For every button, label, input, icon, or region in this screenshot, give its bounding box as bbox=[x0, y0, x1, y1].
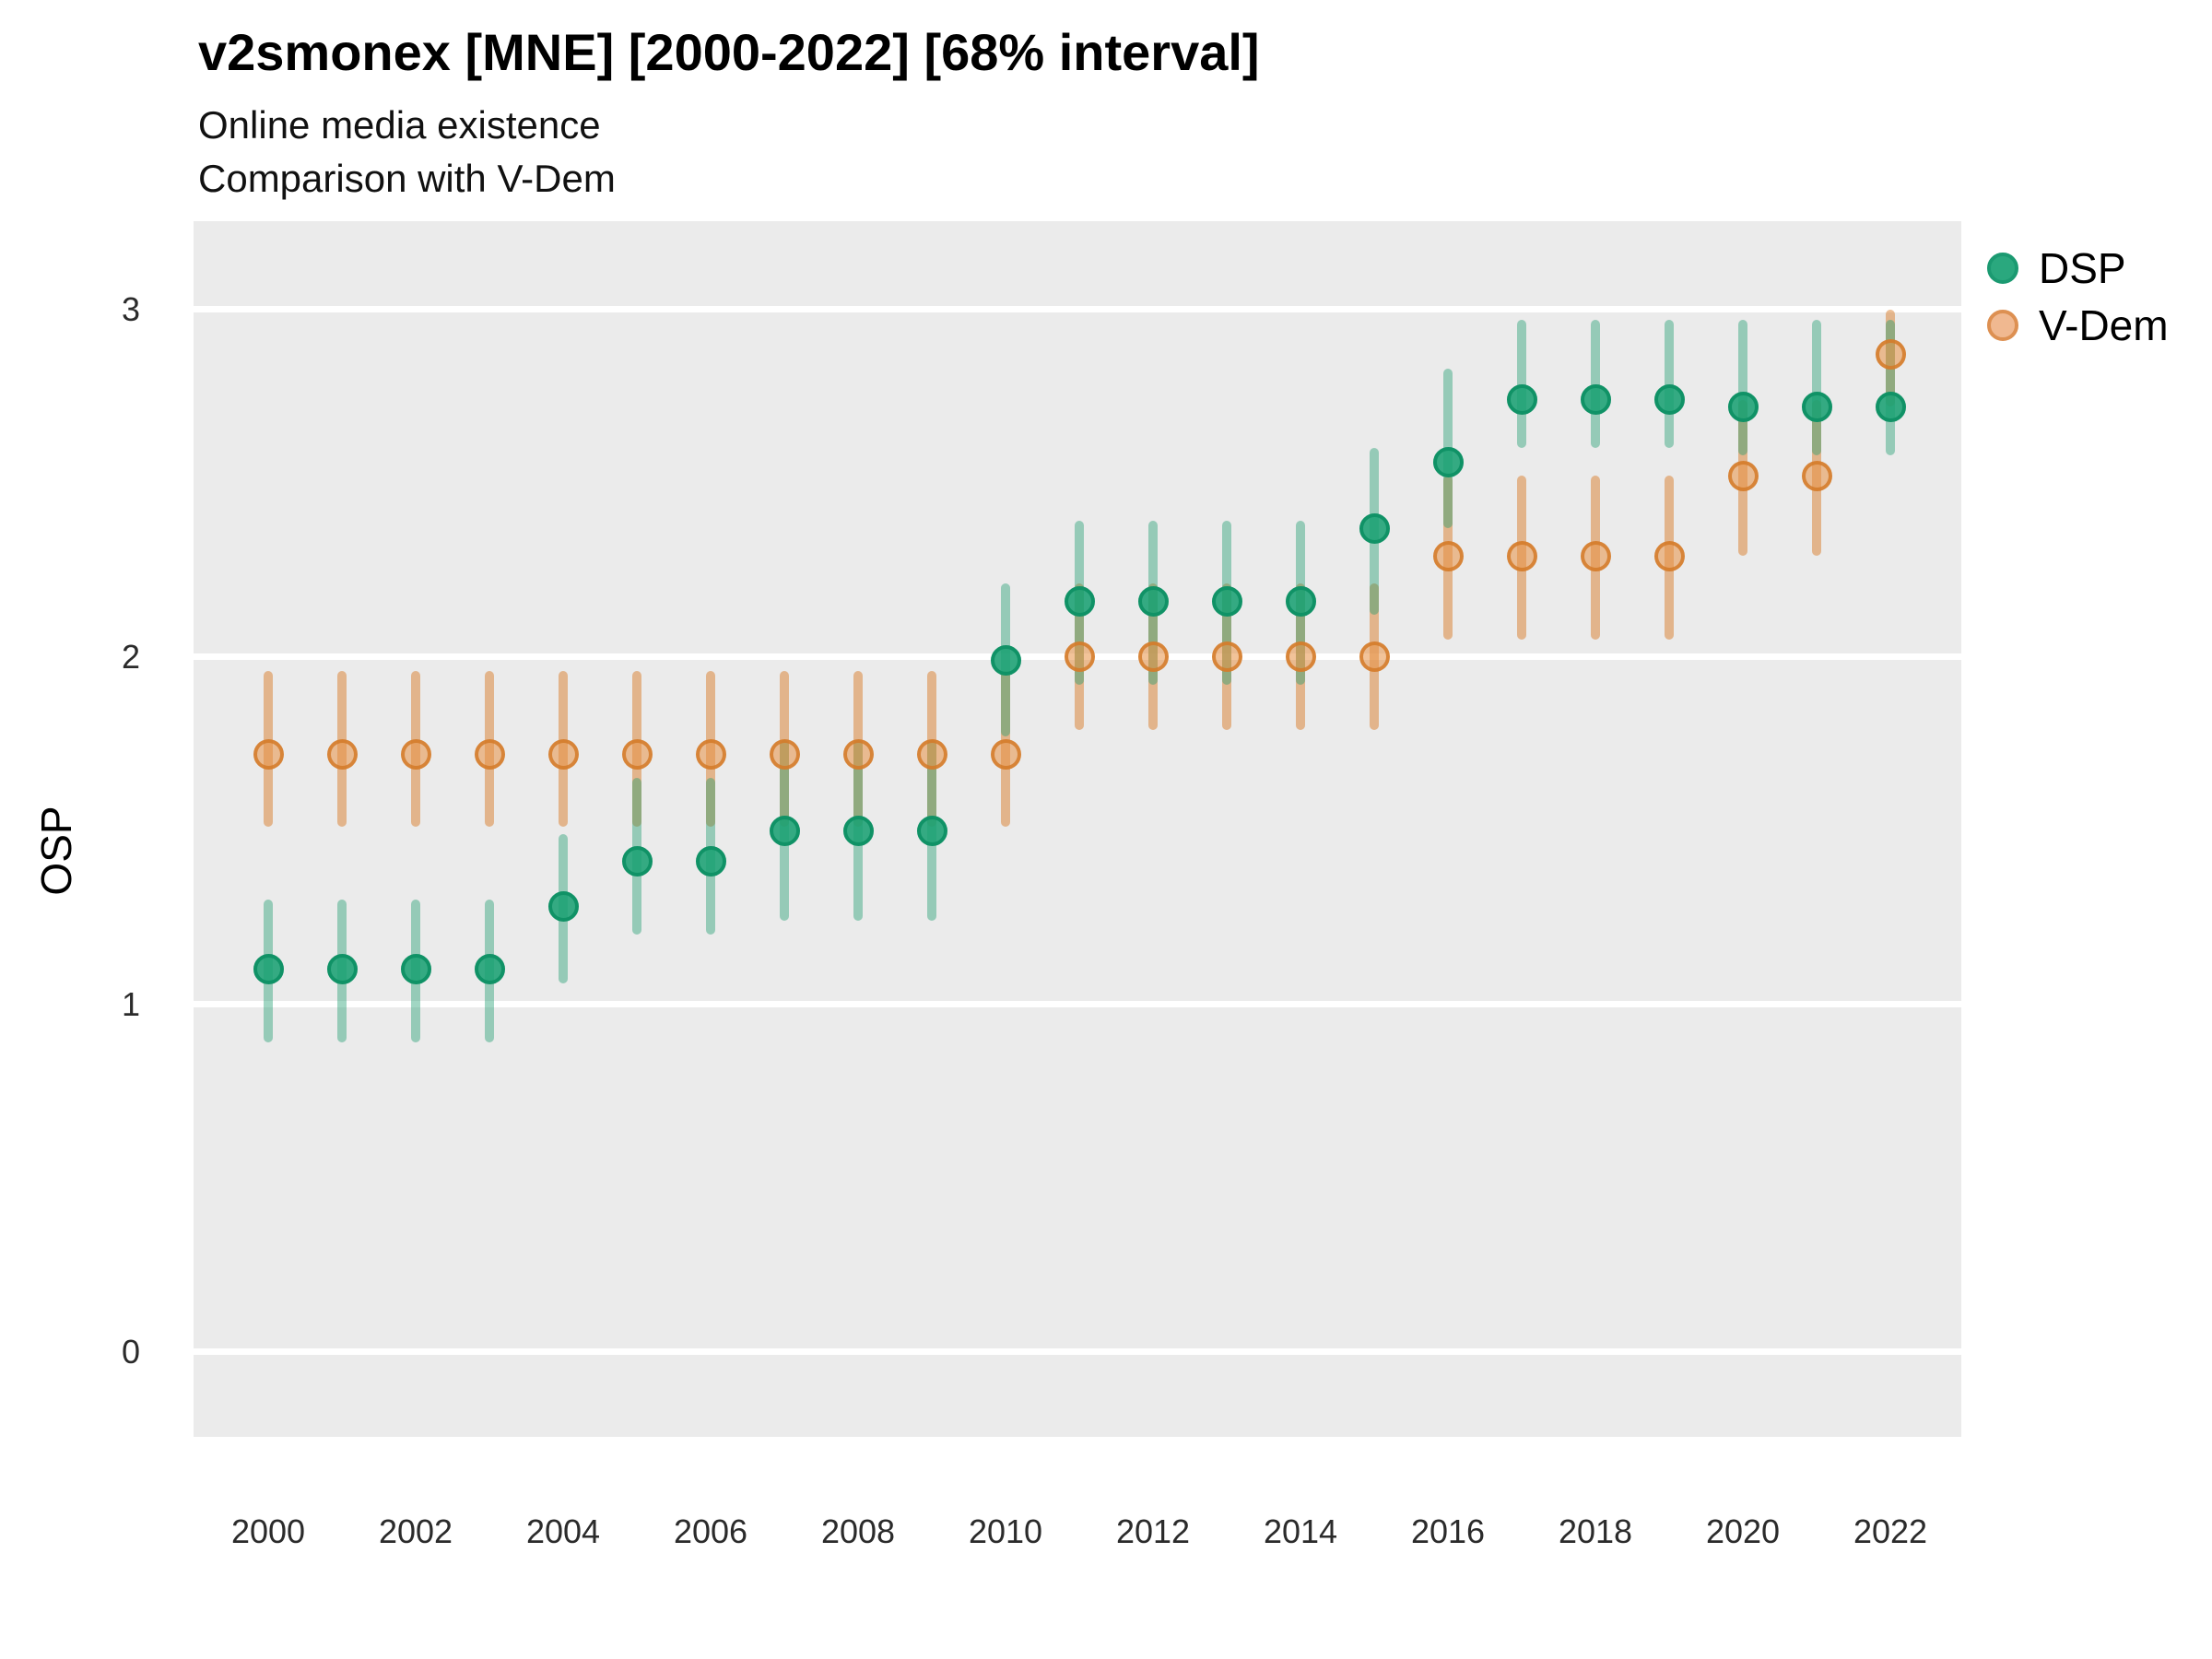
vdem-point-2009 bbox=[916, 738, 947, 770]
dsp-point-2017 bbox=[1506, 384, 1537, 416]
dsp-point-2022 bbox=[1875, 391, 1906, 422]
y-tick-label-2: 2 bbox=[121, 637, 140, 676]
gridline-0 bbox=[194, 1348, 1961, 1355]
x-tick-label-2000: 2000 bbox=[230, 1512, 306, 1550]
dsp-errorbar-2017 bbox=[1517, 319, 1526, 449]
dsp-point-2021 bbox=[1801, 391, 1832, 422]
x-tick-label-2004: 2004 bbox=[525, 1512, 601, 1550]
dsp-point-2005 bbox=[621, 846, 653, 877]
dsp-errorbar-2022 bbox=[1886, 319, 1895, 455]
y-tick-label-3: 3 bbox=[121, 289, 140, 328]
x-tick-label-2010: 2010 bbox=[968, 1512, 1043, 1550]
vdem-point-2013 bbox=[1211, 641, 1242, 672]
vdem-point-2001 bbox=[326, 738, 358, 770]
dsp-point-2015 bbox=[1359, 512, 1390, 544]
y-tick-label-1: 1 bbox=[121, 984, 140, 1023]
x-tick-label-2012: 2012 bbox=[1115, 1512, 1191, 1550]
vdem-point-2016 bbox=[1432, 540, 1464, 571]
dsp-errorbar-2021 bbox=[1812, 319, 1821, 455]
legend-label-vdem: V-Dem bbox=[2039, 301, 2169, 349]
vdem-point-2018 bbox=[1580, 540, 1611, 571]
x-tick-label-2022: 2022 bbox=[1853, 1512, 1928, 1550]
x-tick-label-2014: 2014 bbox=[1263, 1512, 1338, 1550]
vdem-point-2012 bbox=[1137, 641, 1169, 672]
dsp-point-2020 bbox=[1727, 391, 1759, 422]
vdem-point-2006 bbox=[695, 738, 726, 770]
dsp-point-2012 bbox=[1137, 585, 1169, 617]
vdem-point-2014 bbox=[1285, 641, 1316, 672]
x-tick-label-2020: 2020 bbox=[1705, 1512, 1781, 1550]
dsp-point-2004 bbox=[547, 891, 579, 923]
chart-subtitle-1: Online media existence bbox=[198, 103, 601, 147]
vdem-point-2022 bbox=[1875, 339, 1906, 370]
vdem-point-2007 bbox=[769, 738, 800, 770]
y-axis-title: OSP bbox=[32, 806, 80, 896]
vdem-point-2005 bbox=[621, 738, 653, 770]
chart-subtitle-2: Comparison with V-Dem bbox=[198, 157, 616, 200]
dsp-point-2016 bbox=[1432, 446, 1464, 477]
dsp-point-2002 bbox=[400, 954, 431, 985]
dsp-point-2008 bbox=[842, 815, 874, 846]
vdem-point-2000 bbox=[253, 738, 284, 770]
y-tick-label-0: 0 bbox=[121, 1332, 140, 1371]
dsp-point-2003 bbox=[474, 954, 505, 985]
dsp-point-2013 bbox=[1211, 585, 1242, 617]
dsp-point-2007 bbox=[769, 815, 800, 846]
x-tick-label-2016: 2016 bbox=[1410, 1512, 1486, 1550]
vdem-point-2017 bbox=[1506, 540, 1537, 571]
vdem-point-2015 bbox=[1359, 641, 1390, 672]
vdem-point-2020 bbox=[1727, 460, 1759, 491]
dsp-point-2006 bbox=[695, 846, 726, 877]
vdem-point-2008 bbox=[842, 738, 874, 770]
x-tick-label-2002: 2002 bbox=[378, 1512, 453, 1550]
vdem-point-2002 bbox=[400, 738, 431, 770]
vdem-point-2004 bbox=[547, 738, 579, 770]
dsp-point-2009 bbox=[916, 815, 947, 846]
legend-dsp-swatch-icon bbox=[1987, 253, 2018, 284]
vdem-point-2011 bbox=[1064, 641, 1095, 672]
x-tick-label-2006: 2006 bbox=[673, 1512, 748, 1550]
legend: DSP V-Dem bbox=[1987, 244, 2169, 361]
x-tick-label-2008: 2008 bbox=[820, 1512, 896, 1550]
legend-label-dsp: DSP bbox=[2039, 244, 2126, 292]
plot-panel bbox=[194, 221, 1961, 1437]
gridline-3 bbox=[194, 306, 1961, 312]
legend-vdem-swatch-icon bbox=[1987, 310, 2018, 341]
dsp-point-2010 bbox=[990, 644, 1021, 676]
vdem-point-2010 bbox=[990, 738, 1021, 770]
dsp-errorbar-2020 bbox=[1738, 319, 1747, 455]
dsp-errorbar-2019 bbox=[1665, 319, 1674, 449]
dsp-point-2018 bbox=[1580, 384, 1611, 416]
vdem-point-2003 bbox=[474, 738, 505, 770]
legend-entry-vdem: V-Dem bbox=[1987, 301, 2169, 349]
vdem-point-2019 bbox=[1653, 540, 1685, 571]
dsp-point-2019 bbox=[1653, 384, 1685, 416]
chart-title: v2smonex [MNE] [2000-2022] [68% interval… bbox=[198, 23, 1260, 81]
dsp-point-2011 bbox=[1064, 585, 1095, 617]
vdem-point-2021 bbox=[1801, 460, 1832, 491]
gridline-1 bbox=[194, 1001, 1961, 1007]
dsp-point-2014 bbox=[1285, 585, 1316, 617]
x-tick-label-2018: 2018 bbox=[1558, 1512, 1633, 1550]
dsp-point-2000 bbox=[253, 954, 284, 985]
dsp-point-2001 bbox=[326, 954, 358, 985]
dsp-errorbar-2018 bbox=[1591, 319, 1600, 449]
legend-entry-dsp: DSP bbox=[1987, 244, 2169, 292]
